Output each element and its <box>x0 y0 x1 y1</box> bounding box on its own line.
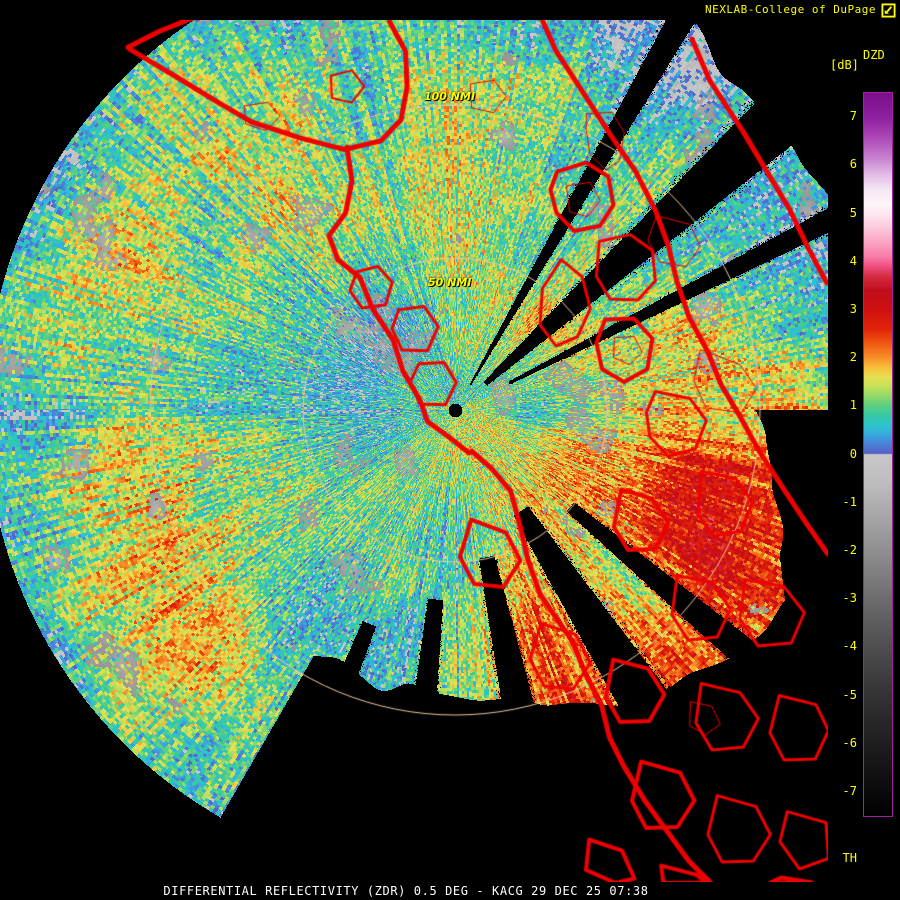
colorbar-tick-2: 2 <box>849 350 857 365</box>
colorbar-tick-6: 6 <box>849 157 857 172</box>
colorbar-tick-3: 3 <box>849 301 857 316</box>
provider-title: NEXLAB-College of DuPage <box>705 3 876 16</box>
range-ring-label-50nmi: 50 NMI <box>428 276 472 289</box>
colorbar-tick-neg3: -3 <box>842 591 857 606</box>
colorbar-scale <box>863 92 893 817</box>
range-ring-label-100nmi: 100 NMI <box>424 90 476 103</box>
colorbar-unit-label: [dB] <box>830 58 859 72</box>
header-bar: NEXLAB-College of DuPage <box>0 0 900 20</box>
colorbar-product-name: DZD <box>863 48 885 62</box>
colorbar-tick-1: 1 <box>849 398 857 413</box>
colorbar-tick-neg2: -2 <box>842 542 857 557</box>
colorbar-below-threshold-label: TH <box>842 851 857 866</box>
colorbar-tick-neg4: -4 <box>842 639 857 654</box>
colorbar-tick-neg5: -5 <box>842 687 857 702</box>
colorbar-panel: DZD [dB] 7 6 5 4 3 2 1 0 -1 -2 -3 -4 -5 -6 -7 TH <box>828 20 900 882</box>
geography-overlay-layer <box>0 20 828 882</box>
footer-bar: DIFFERENTIAL REFLECTIVITY (ZDR) 0.5 DEG … <box>0 882 900 900</box>
dupage-arrow-logo-icon[interactable] <box>881 3 896 18</box>
colorbar-tick-neg7: -7 <box>842 783 857 798</box>
colorbar-tick-5: 5 <box>849 205 857 220</box>
colorbar-tick-neg1: -1 <box>842 494 857 509</box>
colorbar-tick-neg6: -6 <box>842 735 857 750</box>
colorbar-tick-4: 4 <box>849 253 857 268</box>
colorbar-tick-0: 0 <box>849 446 857 461</box>
colorbar-gradient <box>864 93 892 816</box>
colorbar-tick-labels: 7 6 5 4 3 2 1 0 -1 -2 -3 -4 -5 -6 -7 TH <box>828 92 861 865</box>
product-status-text: DIFFERENTIAL REFLECTIVITY (ZDR) 0.5 DEG … <box>163 884 649 898</box>
colorbar-tick-7: 7 <box>849 109 857 124</box>
radar-image-panel[interactable]: 100 NMI 50 NMI <box>0 20 828 882</box>
